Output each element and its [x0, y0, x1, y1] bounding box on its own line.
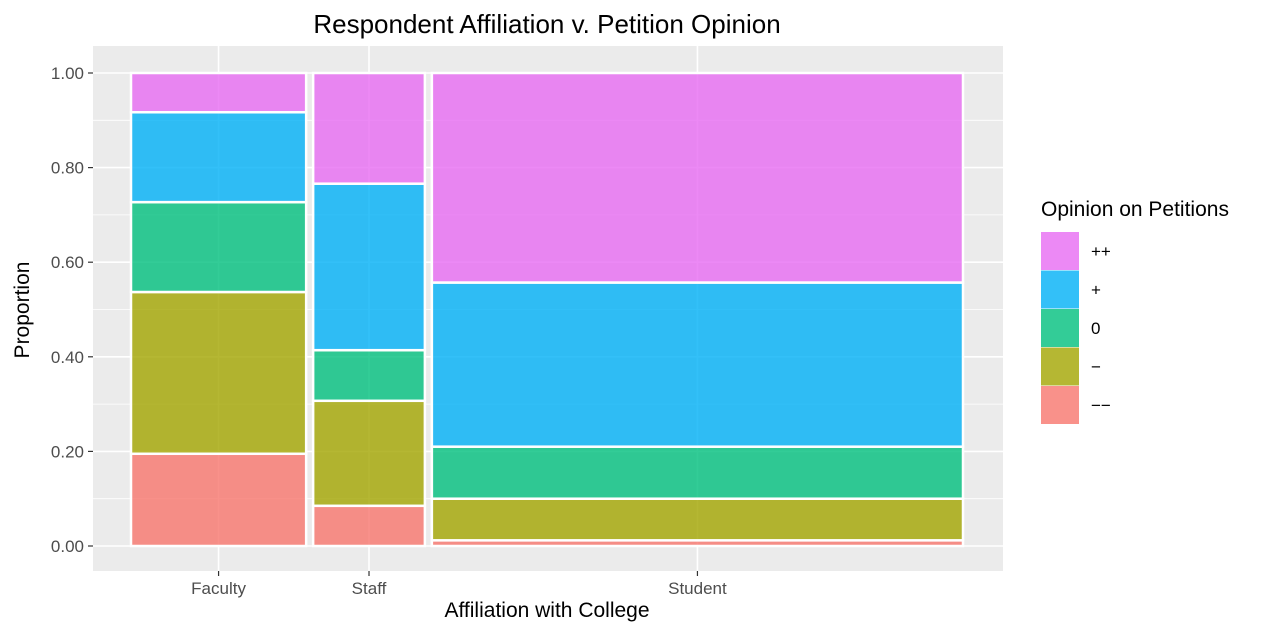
legend-title: Opinion on Petitions [1041, 198, 1229, 221]
y-tick-label: 0.60 [51, 253, 84, 272]
x-axis: Faculty Staff Student [191, 571, 727, 598]
legend-key [1041, 232, 1079, 270]
y-tick-label: 0.40 [51, 348, 84, 367]
y-tick-label: 0.00 [51, 537, 84, 556]
mosaic-tile-faculty-disagree [129, 290, 308, 456]
y-tick-label: 1.00 [51, 64, 84, 83]
legend: Opinion on Petitions +++0−−− [1041, 198, 1229, 424]
legend-key [1041, 347, 1079, 386]
x-tick-label: Staff [352, 579, 387, 598]
mosaic-tiles [129, 71, 965, 548]
mosaic-tile-faculty-strongly-disagree [129, 452, 308, 548]
mosaic-tile-staff-strongly-agree [311, 71, 427, 185]
legend-key [1041, 309, 1079, 347]
legend-label: ++ [1091, 242, 1111, 261]
mosaic-tile-faculty-agree [129, 111, 308, 204]
y-tick-label: 0.20 [51, 442, 84, 461]
mosaic-tile-faculty-neutral [129, 200, 308, 294]
legend-key [1041, 270, 1079, 309]
x-tick-label: Student [668, 579, 727, 598]
legend-label: + [1091, 281, 1101, 300]
mosaic-tile-student-agree [430, 281, 965, 448]
mosaic-tile-faculty-strongly-agree [129, 71, 308, 114]
x-tick-label: Faculty [191, 579, 246, 598]
mosaic-tile-staff-disagree [311, 399, 427, 508]
y-axis-title: Proportion [11, 262, 34, 359]
mosaic-tile-staff-agree [311, 182, 427, 352]
y-axis: 0.00 0.20 0.40 0.60 0.80 1.00 [51, 64, 93, 556]
mosaic-tile-staff-neutral [311, 348, 427, 403]
legend-label: 0 [1091, 319, 1100, 338]
x-axis-title: Affiliation with College [444, 599, 649, 622]
legend-items: +++0−−− [1041, 232, 1111, 424]
y-tick-label: 0.80 [51, 159, 84, 178]
legend-label: −− [1091, 396, 1111, 415]
mosaic-tile-student-disagree [430, 497, 965, 542]
mosaic-tile-staff-strongly-disagree [311, 504, 427, 548]
chart-title: Respondent Affiliation v. Petition Opini… [313, 9, 780, 39]
mosaic-tile-student-strongly-agree [430, 71, 965, 284]
legend-label: − [1091, 358, 1101, 377]
legend-key [1041, 386, 1079, 424]
mosaic-tile-student-neutral [430, 445, 965, 500]
